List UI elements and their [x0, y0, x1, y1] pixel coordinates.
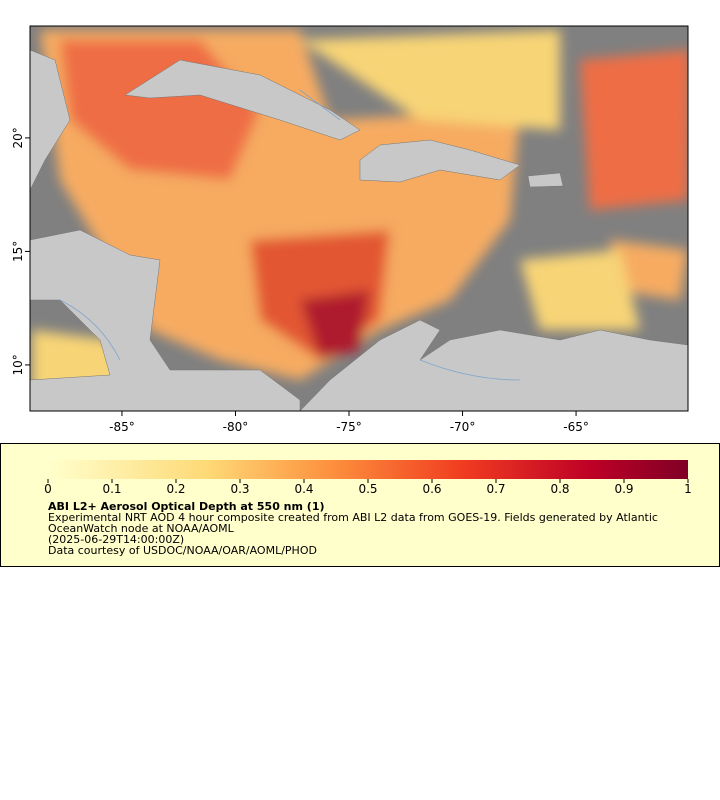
- y-tick-label: 20°: [11, 127, 25, 148]
- legend-title: ABI L2+ Aerosol Optical Depth at 550 nm …: [48, 500, 325, 513]
- colorbar-tick-label: 0.2: [166, 482, 185, 496]
- colorbar-tick-label: 0.4: [294, 482, 313, 496]
- colorbar-tick-label: 0.9: [614, 482, 633, 496]
- x-tick-label: -85°: [109, 420, 135, 434]
- colorbar-tick-label: 1: [684, 482, 692, 496]
- colorbar-tick-label: 0.5: [358, 482, 377, 496]
- colorbar-tick-label: 0.7: [486, 482, 505, 496]
- colorbar-tick-label: 0.3: [230, 482, 249, 496]
- x-tick-label: -70°: [450, 420, 476, 434]
- legend-line: OceanWatch node at NOAA/AOML: [48, 522, 235, 535]
- colorbar: [48, 460, 688, 479]
- x-tick-label: -80°: [223, 420, 249, 434]
- legend-line: Experimental NRT AOD 4 hour composite cr…: [48, 511, 658, 524]
- legend-line: Data courtesy of USDOC/NOAA/OAR/AOML/PHO…: [48, 544, 317, 557]
- x-tick-label: -65°: [563, 420, 589, 434]
- colorbar-tick-label: 0.1: [102, 482, 121, 496]
- y-tick-label: 15°: [11, 241, 25, 262]
- map-frame: [29, 25, 689, 412]
- x-tick-label: -75°: [336, 420, 362, 434]
- map-image: [30, 26, 688, 411]
- colorbar-tick-label: 0.8: [550, 482, 569, 496]
- colorbar-tick-label: 0: [44, 482, 52, 496]
- y-tick-label: 10°: [11, 354, 25, 375]
- colorbar-tick-label: 0.6: [422, 482, 441, 496]
- legend-line: (2025-06-29T14:00:00Z): [48, 533, 184, 546]
